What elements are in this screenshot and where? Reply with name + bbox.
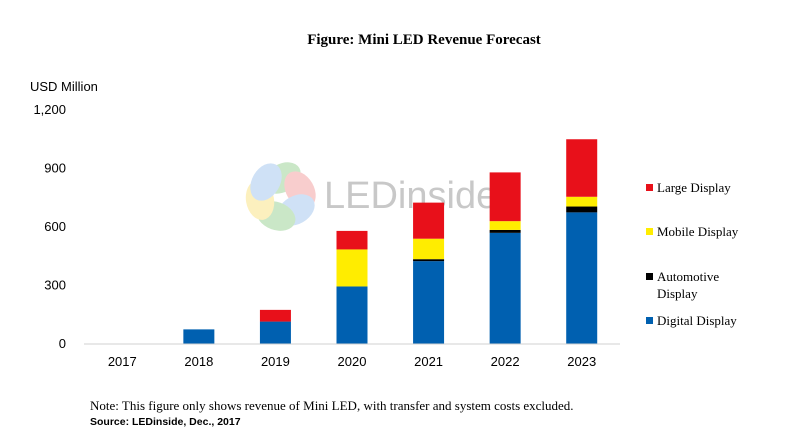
chart-note: Note: This figure only shows revenue of … [90,398,574,413]
x-tick-label: 2019 [261,354,290,369]
legend-label-large-display: Large Display [657,180,731,195]
bar-segment-digital-display-2019 [259,321,291,344]
x-tick-label: 2020 [338,354,367,369]
bar-segment-digital-display-2020 [336,286,368,344]
bars [183,139,598,344]
legend-swatch-digital-display [646,317,653,324]
bar-segment-large-display-2023 [566,139,598,197]
x-tick-label: 2021 [414,354,443,369]
bar-segment-digital-display-2022 [489,232,521,344]
bar-segment-mobile-display-2020 [336,249,368,287]
x-tick-label: 2017 [108,354,137,369]
bar-segment-mobile-display-2022 [489,221,521,230]
y-axis-unit-label: USD Million [30,79,98,94]
legend-label-automotive-display: Automotive Display [657,269,719,301]
watermark: LEDinside [245,162,497,231]
bar-segment-digital-display-2023 [566,212,598,344]
bar-segment-automotive-display-2021 [413,259,445,262]
y-tick-label: 600 [44,219,66,234]
y-tick-label: 1,200 [33,102,66,117]
bar-segment-mobile-display-2023 [566,196,598,207]
x-tick-label: 2022 [491,354,520,369]
bar-segment-automotive-display-2023 [566,206,598,213]
chart-source: Source: LEDinside, Dec., 2017 [90,416,241,428]
bar-segment-large-display-2019 [259,309,291,322]
bar-segment-automotive-display-2022 [489,229,521,233]
legend-label-digital-display: Digital Display [657,313,737,328]
legend-swatch-large-display [646,184,653,191]
x-axis-ticks: 2017 2018 2019 2020 2021 2022 2023 [108,354,596,369]
watermark-text: LEDinside [324,175,497,217]
bar-segment-large-display-2022 [489,172,521,222]
bar-segment-mobile-display-2021 [413,238,445,260]
bar-segment-large-display-2020 [336,230,368,250]
legend-swatch-automotive-display [646,273,653,280]
x-tick-label: 2018 [184,354,213,369]
x-tick-label: 2023 [567,354,596,369]
bar-segment-large-display-2021 [413,202,445,239]
bar-segment-digital-display-2018 [183,329,215,344]
chart-title: Figure: Mini LED Revenue Forecast [307,32,541,48]
y-axis-ticks: 0 300 600 900 1,200 [33,102,66,351]
legend-label-mobile-display: Mobile Display [657,224,739,239]
bar-segment-digital-display-2021 [413,261,445,344]
y-tick-label: 900 [44,161,66,176]
y-tick-label: 300 [44,278,66,293]
watermark-flower-logo [245,162,316,231]
legend: Large Display Mobile Display Automotive Dis… [646,180,739,328]
legend-swatch-mobile-display [646,228,653,235]
y-tick-label: 0 [59,336,66,351]
